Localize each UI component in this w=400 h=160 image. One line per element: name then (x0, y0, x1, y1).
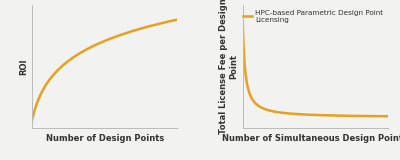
Legend: HPC-based Parametric Design Point
Licensing: HPC-based Parametric Design Point Licens… (242, 8, 384, 24)
HPC-based Parametric Design Point
Licensing (345, 115, 350, 117)
HPC-based Parametric Design Point
Licensing (240, 19, 245, 21)
HPC-based Parametric Design Point
Licensing (258, 106, 262, 108)
HPC-based Parametric Design Point
Licensing (386, 115, 390, 117)
X-axis label: Number of Simultaneous Design Points: Number of Simultaneous Design Points (222, 134, 400, 143)
HPC-based Parametric Design Point
Licensing (288, 113, 292, 115)
Line: HPC-based Parametric Design Point
Licensing: HPC-based Parametric Design Point Licens… (243, 20, 388, 116)
X-axis label: Number of Design Points: Number of Design Points (46, 134, 164, 143)
HPC-based Parametric Design Point
Licensing (346, 115, 351, 117)
Y-axis label: Total License Fee per Design
Point: Total License Fee per Design Point (219, 0, 238, 134)
HPC-based Parametric Design Point
Licensing (332, 115, 336, 116)
Y-axis label: ROI: ROI (19, 58, 28, 75)
HPC-based Parametric Design Point
Licensing (298, 113, 303, 115)
